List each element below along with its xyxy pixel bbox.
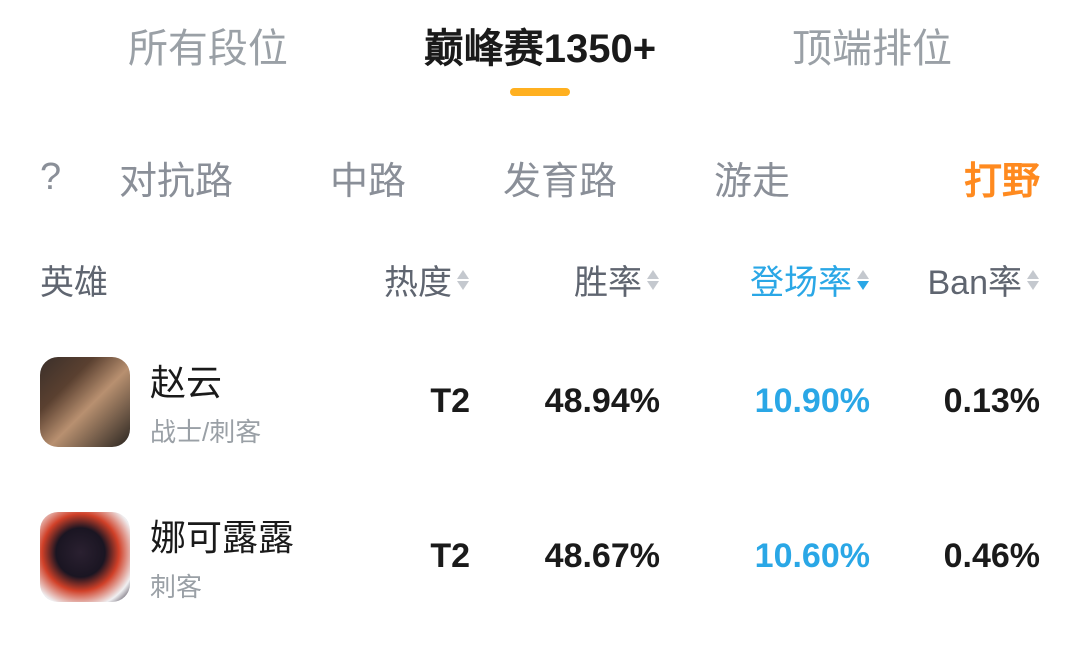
hero-role: 刺客 <box>150 567 294 604</box>
rank-tabs: 所有段位 巅峰赛1350+ 顶端排位 <box>0 0 1080 100</box>
avatar <box>40 357 130 447</box>
header-banrate[interactable]: Ban率 <box>928 255 1041 304</box>
rank-tab-all[interactable]: 所有段位 <box>128 16 288 104</box>
hero-role: 战士/刺客 <box>150 412 261 449</box>
cell-winrate: 48.94% <box>470 382 660 421</box>
rank-tab-top[interactable]: 顶端排位 <box>792 16 952 104</box>
header-winrate[interactable]: 胜率 <box>574 255 660 304</box>
header-heat[interactable]: 热度 <box>384 255 470 304</box>
sort-icon <box>856 270 870 290</box>
cell-winrate: 48.67% <box>470 537 660 576</box>
lane-tab-mid[interactable]: 中路 <box>272 150 464 205</box>
header-winrate-label: 胜率 <box>574 255 642 304</box>
table-row[interactable]: 赵云 战士/刺客 T2 48.94% 10.90% 0.13% <box>0 324 1080 479</box>
hero-name: 娜可露露 <box>150 509 294 561</box>
cell-heat: T2 <box>320 382 470 421</box>
lane-tab-top[interactable]: 对抗路 <box>80 150 272 205</box>
hero-cell: 赵云 战士/刺客 <box>40 354 320 449</box>
cell-heat: T2 <box>320 537 470 576</box>
hero-text: 赵云 战士/刺客 <box>150 354 261 449</box>
cell-pickrate: 10.90% <box>660 382 870 421</box>
header-heat-label: 热度 <box>384 255 452 304</box>
header-pickrate-label: 登场率 <box>750 255 852 304</box>
cell-banrate: 0.13% <box>870 382 1040 421</box>
lane-tab-cut[interactable]: ? <box>40 156 80 199</box>
sort-icon <box>456 270 470 290</box>
lane-tab-adc[interactable]: 发育路 <box>464 150 656 205</box>
header-hero: 英雄 <box>40 255 320 304</box>
table-row[interactable]: 娜可露露 刺客 T2 48.67% 10.60% 0.46% <box>0 479 1080 634</box>
hero-text: 娜可露露 刺客 <box>150 509 294 604</box>
cell-banrate: 0.46% <box>870 537 1040 576</box>
rank-tab-peak[interactable]: 巅峰赛1350+ <box>424 16 656 104</box>
header-pickrate[interactable]: 登场率 <box>750 255 870 304</box>
hero-name: 赵云 <box>150 354 261 406</box>
sort-icon <box>646 270 660 290</box>
header-banrate-label: Ban率 <box>928 255 1023 304</box>
table-header: 英雄 热度 胜率 登场率 Ban率 <box>0 205 1080 324</box>
sort-icon <box>1026 270 1040 290</box>
avatar <box>40 512 130 602</box>
lane-tab-jungle[interactable]: 打野 <box>848 150 1040 205</box>
lane-tabs: ? 对抗路 中路 发育路 游走 打野 <box>0 100 1080 205</box>
lane-tab-support[interactable]: 游走 <box>656 150 848 205</box>
hero-cell: 娜可露露 刺客 <box>40 509 320 604</box>
cell-pickrate: 10.60% <box>660 537 870 576</box>
